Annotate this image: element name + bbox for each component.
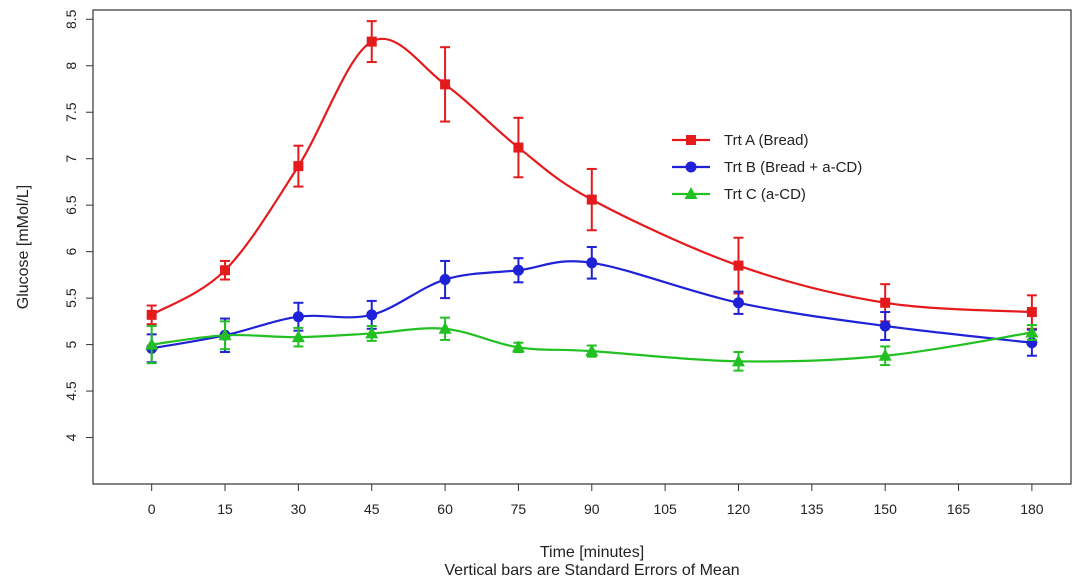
y-tick-label: 5 bbox=[63, 340, 79, 348]
y-axis-label: Glucose [mMol/L] bbox=[15, 185, 32, 309]
x-tick-label: 30 bbox=[291, 501, 307, 517]
x-tick-label: 90 bbox=[584, 501, 600, 517]
x-tick-label: 60 bbox=[437, 501, 453, 517]
legend-marker bbox=[684, 187, 698, 199]
y-tick-label: 6.5 bbox=[63, 195, 79, 215]
series-layer bbox=[145, 20, 1039, 372]
y-tick-label: 6 bbox=[63, 248, 79, 256]
data-point bbox=[879, 320, 891, 332]
data-point bbox=[733, 260, 744, 271]
x-tick-label: 165 bbox=[947, 501, 971, 517]
legend-label: Trt A (Bread) bbox=[724, 132, 808, 149]
data-point bbox=[218, 328, 232, 341]
legend-marker bbox=[685, 161, 697, 173]
data-point bbox=[292, 311, 304, 323]
x-tick-label: 0 bbox=[148, 501, 156, 517]
plot-frame bbox=[92, 9, 1072, 485]
legend-label: Trt C (a-CD) bbox=[724, 186, 806, 203]
data-point bbox=[513, 142, 524, 153]
data-point bbox=[586, 257, 598, 269]
data-point bbox=[220, 265, 231, 276]
data-point bbox=[438, 321, 452, 334]
x-tick-label: 45 bbox=[364, 501, 380, 517]
x-tick-label: 105 bbox=[653, 501, 677, 517]
y-tick-label: 8 bbox=[63, 62, 79, 70]
data-point bbox=[146, 309, 157, 320]
data-point bbox=[291, 330, 305, 343]
series-line bbox=[151, 37, 1032, 316]
data-point bbox=[512, 264, 524, 276]
y-axis: 4 4.5 5 5.5 6 6.5 7 7.5 8 8.5 bbox=[63, 9, 93, 441]
series-3 bbox=[145, 316, 1039, 372]
data-point bbox=[365, 326, 379, 339]
y-tick-label: 7 bbox=[63, 155, 79, 163]
data-point bbox=[585, 344, 599, 357]
data-point bbox=[880, 297, 891, 308]
data-point bbox=[1025, 325, 1039, 338]
data-point bbox=[440, 79, 451, 90]
data-point bbox=[878, 348, 892, 361]
data-point bbox=[439, 274, 451, 286]
y-tick-label: 8.5 bbox=[63, 9, 79, 29]
x-tick-label: 150 bbox=[874, 501, 898, 517]
data-point bbox=[366, 309, 378, 321]
x-tick-label: 15 bbox=[217, 501, 233, 517]
legend: Trt A (Bread) Trt B (Bread + a-CD) Trt C (… bbox=[672, 132, 862, 203]
x-axis: 0 15 30 45 60 75 90 105 120 135 150 165 180 bbox=[148, 484, 1044, 517]
y-tick-label: 5.5 bbox=[63, 288, 79, 308]
series-1 bbox=[146, 20, 1037, 330]
x-tick-label: 75 bbox=[511, 501, 527, 517]
chart-subtitle: Vertical bars are Standard Errors of Mea… bbox=[444, 562, 739, 579]
data-point bbox=[586, 194, 597, 205]
data-point bbox=[366, 36, 377, 47]
data-point bbox=[1026, 307, 1037, 318]
legend-label: Trt B (Bread + a-CD) bbox=[724, 159, 862, 176]
x-tick-label: 180 bbox=[1020, 501, 1044, 517]
data-point bbox=[293, 161, 304, 172]
data-point bbox=[145, 337, 159, 350]
y-tick-label: 4.5 bbox=[63, 381, 79, 401]
x-tick-label: 135 bbox=[800, 501, 824, 517]
y-tick-label: 4 bbox=[63, 433, 79, 441]
data-point bbox=[511, 340, 525, 353]
x-axis-label: Time [minutes] bbox=[540, 544, 644, 561]
y-tick-label: 7.5 bbox=[63, 102, 79, 122]
data-point bbox=[732, 297, 744, 309]
x-tick-label: 120 bbox=[727, 501, 751, 517]
legend-marker bbox=[686, 135, 696, 145]
data-point bbox=[731, 354, 745, 367]
